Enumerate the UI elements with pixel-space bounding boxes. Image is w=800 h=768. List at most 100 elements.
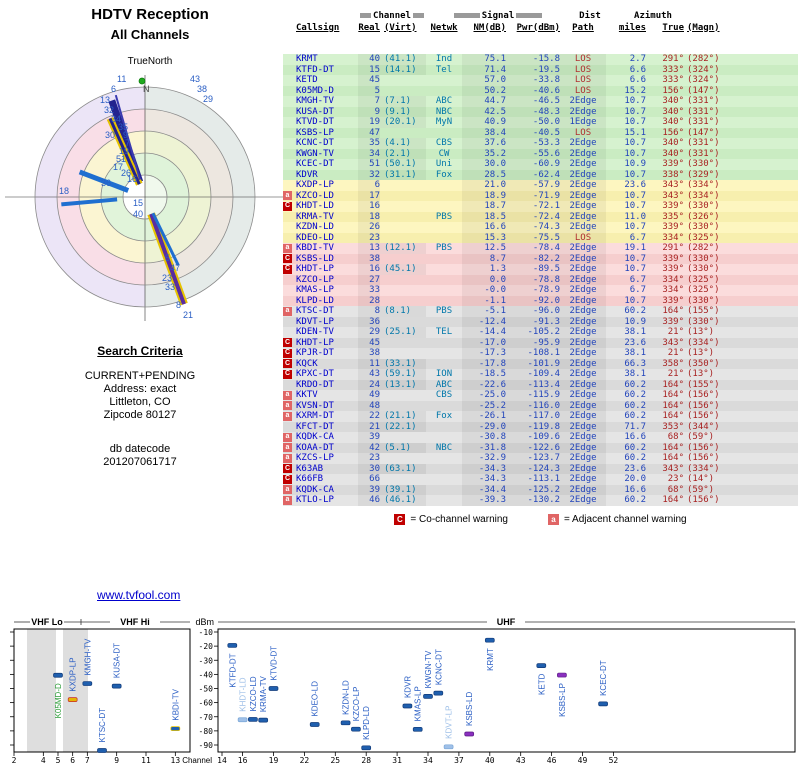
- cell-virtual-channel: (63.1): [380, 463, 426, 474]
- cell-callsign[interactable]: KRDO-DT: [296, 379, 334, 390]
- cell-callsign[interactable]: KZCO-LP: [296, 274, 334, 285]
- cell-callsign[interactable]: KQCK: [296, 358, 318, 369]
- cell-noise-margin: 12.5: [462, 243, 506, 254]
- cell-callsign[interactable]: KTSC-DT: [296, 306, 334, 316]
- table-row: KRMA-TV 18 PBS 18.5 -72.4 2Edge 11.0 335° (326°): [283, 211, 798, 222]
- adjacent-channel-badge: a: [283, 432, 292, 442]
- x-tick-label: 25: [330, 756, 340, 765]
- cell-callsign[interactable]: KXDP-LP: [296, 180, 334, 190]
- cell-virtual-channel: (4.1): [380, 138, 426, 149]
- cell-callsign[interactable]: KDEO-LD: [296, 232, 334, 243]
- cell-callsign[interactable]: KTLO-LP: [296, 495, 334, 505]
- cell-callsign[interactable]: KZDN-LD: [296, 222, 334, 232]
- cell-azimuth-true: 68°: [667, 484, 684, 495]
- cell-callsign[interactable]: KFCT-DT: [296, 421, 334, 432]
- table-row: a KQDK-CA 39 (39.1) -34.4 -125.2 2Edge 16.6 68°(…: [283, 484, 798, 495]
- cell-noise-margin: -26.1: [462, 411, 506, 422]
- cell-real-channel: 66: [358, 474, 380, 485]
- cell-azimuth-magnetic: (13°): [687, 369, 715, 379]
- col-header: Real: [358, 22, 380, 33]
- cell-callsign[interactable]: KTVD-DT: [296, 117, 334, 127]
- cell-network: CBS: [435, 390, 453, 400]
- cell-power: -122.6: [506, 442, 560, 453]
- polar-channel-label: 13: [100, 95, 110, 105]
- station-label: KTVD-DT: [270, 646, 279, 681]
- cell-callsign[interactable]: KQDK-CA: [296, 484, 334, 495]
- station-marker: [464, 731, 475, 737]
- col-header: Callsign: [296, 22, 340, 33]
- cell-power: -46.5: [506, 96, 560, 107]
- table-row: a KOAA-DT 42 (5.1) NBC -31.8 -122.6 2Edge 60.2 16…: [283, 442, 798, 453]
- station-label: KTFD-DT: [228, 653, 237, 687]
- cell-callsign[interactable]: KWGN-TV: [296, 148, 334, 159]
- cell-callsign[interactable]: KDVT-LP: [296, 316, 334, 327]
- header-bar-icon: [453, 13, 480, 18]
- cell-callsign[interactable]: KSBS-LP: [296, 127, 334, 138]
- polar-channel-label: 40: [133, 209, 143, 219]
- cell-distance-miles: 60.2: [624, 495, 646, 505]
- cell-virtual-channel: (50.1): [380, 159, 426, 170]
- cell-callsign[interactable]: KQDK-CA: [296, 432, 334, 442]
- cell-power: -113.4: [506, 379, 560, 390]
- table-row: C K66FB 66 -34.3 -113.1 2Edge 20.0 23° (14°): [283, 474, 798, 485]
- station-marker: [557, 672, 567, 678]
- cell-noise-margin: 35.2: [462, 148, 506, 159]
- adjacent-channel-badge: a: [283, 191, 292, 201]
- cell-path: 2Edge: [560, 421, 606, 432]
- cell-callsign[interactable]: KBDI-TV: [296, 243, 334, 253]
- cell-power: -123.7: [506, 453, 560, 464]
- cell-callsign[interactable]: K05MD-D: [296, 85, 334, 96]
- cell-callsign[interactable]: KHDT-LP: [296, 264, 334, 274]
- cell-callsign[interactable]: KSBS-LD: [296, 253, 334, 264]
- cell-callsign[interactable]: KPXC-DT: [296, 369, 334, 379]
- cell-real-channel: 13: [358, 243, 380, 254]
- cell-callsign[interactable]: KZCS-LP: [296, 453, 334, 463]
- table-row: KUSA-DT 9 (9.1) NBC 42.5 -48.3 2Edge 10.7 340° (3…: [283, 106, 798, 117]
- true-north-label: TrueNorth: [127, 56, 173, 67]
- polar-channel-label: 38: [197, 84, 207, 94]
- cell-path: 2Edge: [560, 432, 606, 443]
- cell-callsign[interactable]: KOAA-DT: [296, 442, 334, 453]
- cell-path: 2Edge: [560, 348, 606, 359]
- table-row: KMAS-LP 33 -0.0 -78.9 2Edge 6.7 334° (325°): [283, 285, 798, 296]
- cell-callsign[interactable]: KDVR: [296, 169, 318, 180]
- cell-callsign[interactable]: KMAS-LP: [296, 285, 334, 295]
- cell-callsign[interactable]: KHDT-LD: [296, 201, 334, 211]
- cell-callsign[interactable]: KXRM-DT: [296, 411, 334, 421]
- cell-azimuth-true: 333°: [662, 75, 684, 85]
- tvfool-link[interactable]: www.tvfool.com: [97, 588, 181, 602]
- cell-callsign[interactable]: K66FB: [296, 474, 324, 484]
- cell-callsign[interactable]: KHDT-LP: [296, 337, 334, 348]
- cell-callsign[interactable]: KTFD-DT: [296, 64, 334, 75]
- cell-callsign[interactable]: KRMT: [296, 54, 318, 64]
- cell-callsign[interactable]: KCNC-DT: [296, 138, 334, 148]
- cell-callsign[interactable]: KMGH-TV: [296, 96, 334, 106]
- table-row: C KPJR-DT 38 -17.3 -108.1 2Edge 38.1 21° (13°): [283, 348, 798, 359]
- cell-path: 2Edge: [560, 337, 606, 348]
- table-row: a KKTV 49 CBS -25.0 -115.9 2Edge 60.2 164° (156°): [283, 390, 798, 401]
- co-channel-badge: C: [283, 369, 292, 379]
- cell-callsign[interactable]: KDEN-TV: [296, 327, 334, 337]
- cell-distance-miles: 66.3: [624, 358, 646, 369]
- cell-callsign[interactable]: KUSA-DT: [296, 106, 334, 117]
- cell-callsign[interactable]: KCEC-DT: [296, 159, 334, 169]
- cell-distance-miles: 10.7: [624, 148, 646, 159]
- cell-path: 2Edge: [560, 295, 606, 306]
- warning-badge-cell: a: [283, 411, 296, 421]
- cell-callsign[interactable]: KPJR-DT: [296, 348, 334, 358]
- cell-virtual-channel: (46.1): [380, 495, 426, 506]
- warning-badge-cell: a: [283, 191, 296, 201]
- cell-azimuth-true: 156°: [662, 127, 684, 138]
- cell-callsign[interactable]: KZCO-LD: [296, 190, 334, 201]
- cell-callsign[interactable]: KKTV: [296, 390, 318, 400]
- cell-virtual-channel: (20.1): [380, 117, 426, 128]
- x-tick-label: 9: [114, 756, 119, 765]
- cell-path: 2Edge: [560, 148, 606, 159]
- cell-callsign[interactable]: KLPD-LD: [296, 295, 334, 306]
- cell-callsign[interactable]: KRMA-TV: [296, 211, 334, 222]
- cell-callsign[interactable]: K63AB: [296, 463, 324, 474]
- table-row: C K63AB 30 (63.1) -34.3 -124.3 2Edge 23.6 343° (3…: [283, 463, 798, 474]
- station-marker: [536, 663, 547, 668]
- cell-callsign[interactable]: KETD: [296, 75, 318, 85]
- cell-callsign[interactable]: KVSN-DT: [296, 400, 334, 411]
